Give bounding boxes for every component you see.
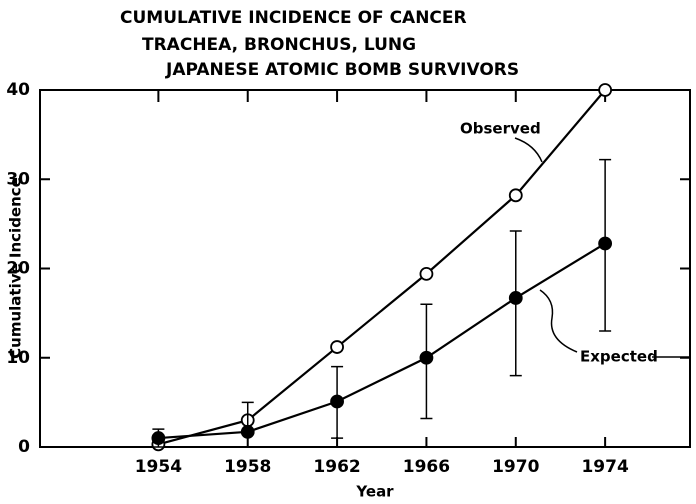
x-tick-label: 1974 <box>581 457 628 477</box>
marker <box>151 431 166 445</box>
x-tick-label: 1966 <box>403 457 450 477</box>
series-line <box>158 89 606 446</box>
y-axis-label: Cumulative Incidence <box>7 177 25 359</box>
x-tick-label: 1954 <box>135 457 182 477</box>
x-tick-label: 1970 <box>492 457 539 477</box>
annotation-arrow <box>514 137 543 163</box>
series-line <box>158 242 606 440</box>
marker <box>508 291 523 305</box>
marker <box>419 266 434 281</box>
x-tick-label: 1958 <box>224 457 271 477</box>
x-axis-label: Year <box>355 483 394 501</box>
marker <box>598 236 613 251</box>
y-tick-label: 40 <box>6 80 30 100</box>
x-tick-label: 1962 <box>313 457 360 477</box>
marker <box>240 424 255 439</box>
marker <box>508 188 523 203</box>
annotation: Expected <box>580 348 658 366</box>
y-tick-label: 10 <box>6 348 30 368</box>
y-tick-label: 0 <box>18 437 30 457</box>
plot-frame <box>39 89 691 448</box>
annotation: Observed <box>460 120 541 138</box>
y-tick-label: 30 <box>6 169 30 189</box>
marker <box>330 340 344 354</box>
chart-title: JAPANESE ATOMIC BOMB SURVIVORS <box>165 60 519 80</box>
marker <box>598 83 613 97</box>
error-bar <box>241 401 254 448</box>
y-tick-label: 20 <box>6 259 30 279</box>
chart-title: TRACHEA, BRONCHUS, LUNG <box>142 35 416 55</box>
annotation-arrow <box>539 289 578 353</box>
marker <box>419 350 434 365</box>
marker <box>330 394 344 409</box>
chart-title: CUMULATIVE INCIDENCE OF CANCER <box>120 8 467 28</box>
